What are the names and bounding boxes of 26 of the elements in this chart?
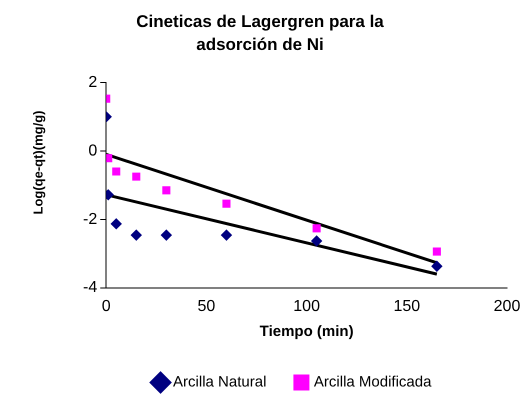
legend-label: Arcilla Natural (173, 374, 266, 391)
y-tick-label: -2 (82, 210, 98, 228)
point (130, 230, 142, 241)
point (112, 167, 120, 176)
point (160, 230, 172, 241)
point (431, 260, 442, 272)
y-tick-label: -4 (82, 279, 98, 296)
y-tick-label: 0 (88, 142, 98, 160)
legend-label: Arcilla Modificada (314, 374, 432, 391)
x-tick-label: 100 (293, 298, 320, 315)
point (222, 200, 230, 208)
point (132, 172, 140, 181)
point (220, 230, 232, 241)
x-tick-label: 200 (494, 298, 520, 315)
point (110, 218, 122, 230)
point (162, 186, 170, 194)
y-tick-label: 2 (88, 74, 98, 92)
point (312, 224, 321, 232)
y-axis-title: Log(qe-qt)(mg/g) (30, 110, 46, 216)
point (311, 235, 322, 246)
x-tick-label: 50 (198, 298, 216, 315)
x-tick-label: 0 (102, 298, 111, 315)
x-tick-label: 150 (393, 298, 420, 315)
point (432, 248, 441, 256)
x-axis-title: Tiempo (min) (260, 323, 354, 340)
chart-title: Cineticas de Lagergren para la adsorción de Ni (135, 11, 385, 56)
